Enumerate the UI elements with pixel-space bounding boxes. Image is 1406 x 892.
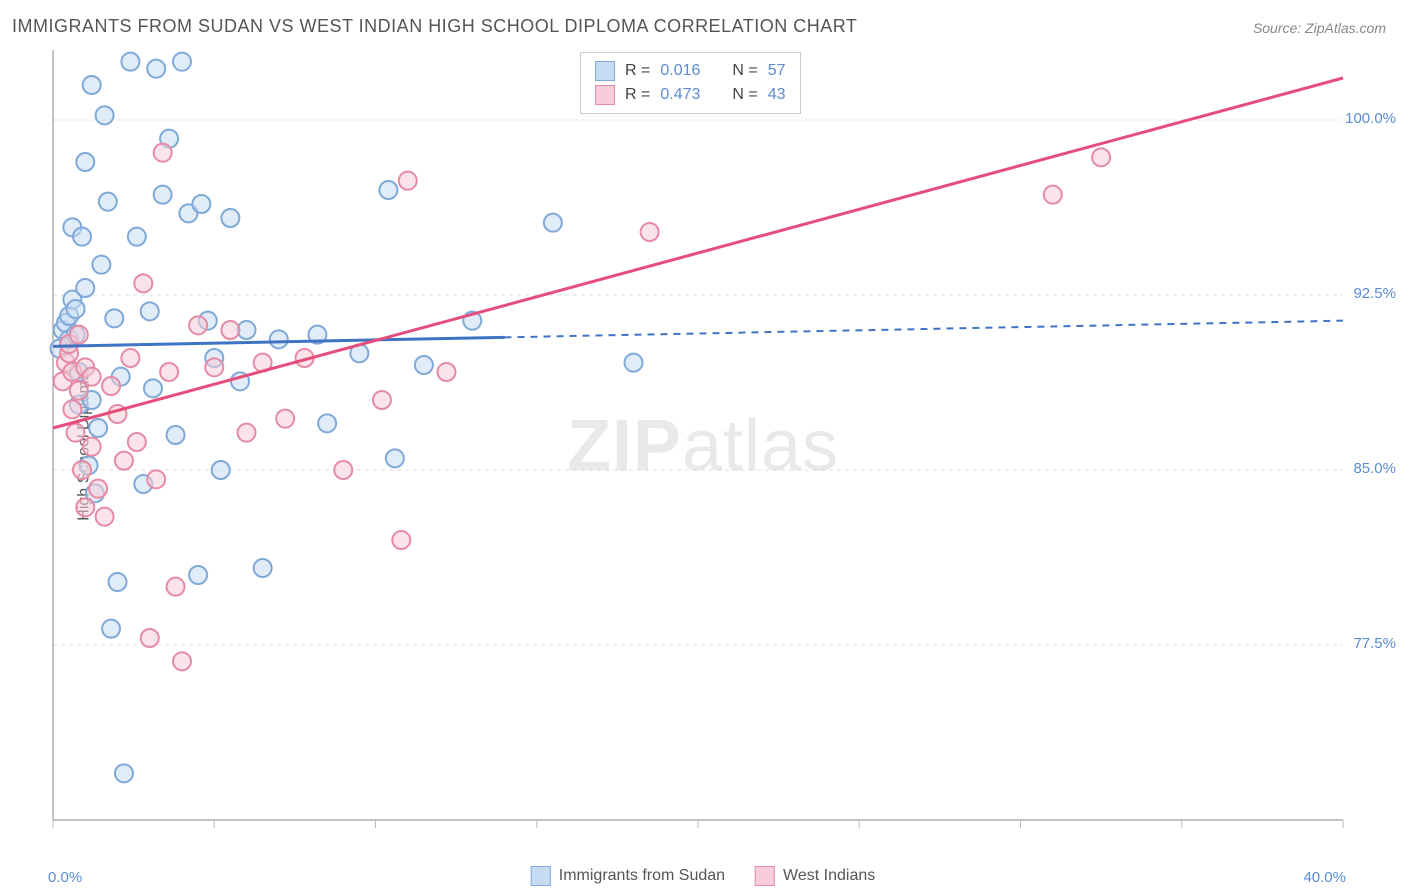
legend-bottom-swatch-1 xyxy=(531,866,551,886)
r-label-1: R = xyxy=(625,62,650,80)
legend-swatch-2 xyxy=(595,85,615,105)
n-label-1: N = xyxy=(732,62,757,80)
source-attribution: Source: ZipAtlas.com xyxy=(1253,20,1386,36)
legend-bottom-label-1: Immigrants from Sudan xyxy=(559,867,725,885)
n-value-2: 43 xyxy=(768,86,786,104)
r-value-2: 0.473 xyxy=(660,86,700,104)
y-tick-label: 85.0% xyxy=(1353,460,1396,477)
legend-bottom-swatch-2 xyxy=(755,866,775,886)
chart-area xyxy=(48,50,1348,830)
legend-row-series-2: R = 0.473 N = 43 xyxy=(595,83,786,107)
x-axis-min-label: 0.0% xyxy=(48,869,82,886)
x-axis-max-label: 40.0% xyxy=(1303,869,1346,886)
r-label-2: R = xyxy=(625,86,650,104)
legend-row-series-1: R = 0.016 N = 57 xyxy=(595,59,786,83)
legend-bottom-label-2: West Indians xyxy=(783,867,875,885)
legend-item-1: Immigrants from Sudan xyxy=(531,866,725,886)
n-label-2: N = xyxy=(732,86,757,104)
r-value-1: 0.016 xyxy=(660,62,700,80)
chart-title: IMMIGRANTS FROM SUDAN VS WEST INDIAN HIG… xyxy=(12,16,857,37)
legend-swatch-1 xyxy=(595,61,615,81)
scatter-plot-svg xyxy=(48,50,1348,830)
legend-item-2: West Indians xyxy=(755,866,875,886)
correlation-legend: R = 0.016 N = 57 R = 0.473 N = 43 xyxy=(580,52,801,114)
n-value-1: 57 xyxy=(768,62,786,80)
y-tick-label: 77.5% xyxy=(1353,635,1396,652)
series-legend: Immigrants from Sudan West Indians xyxy=(531,866,875,886)
y-tick-label: 92.5% xyxy=(1353,285,1396,302)
y-tick-label: 100.0% xyxy=(1345,110,1396,127)
